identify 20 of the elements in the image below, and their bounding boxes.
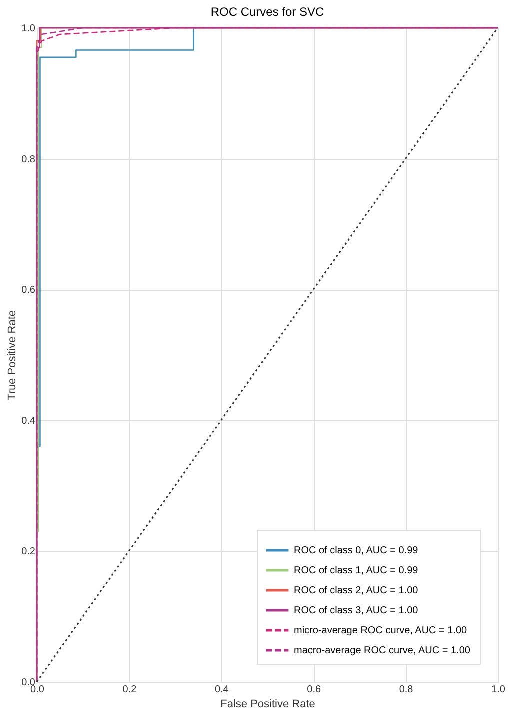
y-axis-title: True Positive Rate	[6, 310, 19, 401]
y-tick-label: 0.8	[22, 154, 36, 166]
x-tick-label: 1.0	[492, 684, 506, 696]
legend-label: ROC of class 2, AUC = 1.00	[294, 586, 419, 596]
y-tick-label: 0.4	[22, 416, 36, 427]
legend-label: ROC of class 3, AUC = 1.00	[294, 606, 419, 616]
legend-label: ROC of class 0, AUC = 0.99	[294, 546, 419, 556]
legend-label: macro-average ROC curve, AUC = 1.00	[294, 646, 471, 656]
chart-title: ROC Curves for SVC	[210, 5, 325, 19]
x-axis-title: False Positive Rate	[220, 698, 316, 710]
y-tick-label: 0.2	[22, 546, 36, 558]
x-tick-label: 0.4	[214, 684, 230, 696]
x-tick-label: 0.2	[122, 684, 138, 696]
x-tick-label: 0.8	[399, 684, 414, 696]
x-tick-label: 0.0	[30, 684, 45, 696]
x-tick-label: 0.6	[307, 684, 322, 696]
y-tick-label: 0.6	[22, 285, 36, 296]
legend-label: micro-average ROC curve, AUC = 1.00	[294, 626, 468, 636]
legend-label: ROC of class 1, AUC = 0.99	[294, 566, 419, 576]
y-tick-label: 1.0	[22, 24, 36, 34]
